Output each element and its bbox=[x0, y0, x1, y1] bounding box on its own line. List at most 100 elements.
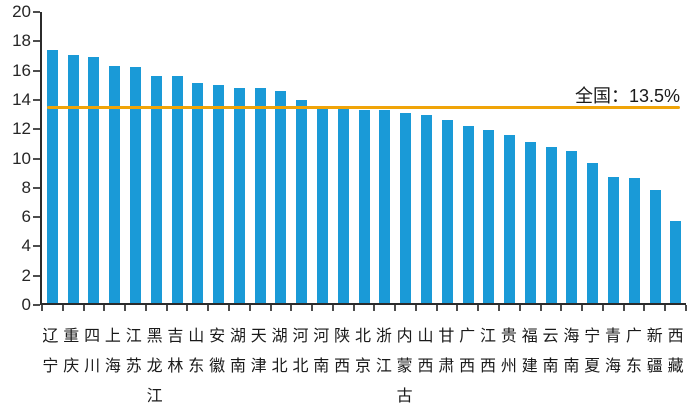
x-axis-tick bbox=[207, 305, 210, 311]
y-axis-tick bbox=[33, 304, 40, 306]
x-axis-label: 云南 bbox=[542, 328, 559, 375]
x-axis-tick bbox=[581, 305, 584, 311]
x-axis-label: 湖北 bbox=[271, 328, 288, 375]
x-axis-label: 陕西 bbox=[334, 328, 351, 375]
x-axis-tick bbox=[331, 305, 334, 311]
x-axis-label: 内蒙古 bbox=[396, 328, 413, 405]
x-axis-tick bbox=[435, 305, 438, 311]
x-axis-tick bbox=[394, 305, 397, 311]
y-axis-tick bbox=[33, 157, 40, 160]
x-axis-tick bbox=[41, 305, 43, 311]
bar-slot bbox=[499, 12, 520, 303]
bar-slot bbox=[416, 12, 437, 303]
x-axis-tick bbox=[124, 305, 127, 311]
x-axis-label: 河北 bbox=[292, 328, 309, 375]
y-axis-label: 6 bbox=[21, 207, 31, 227]
x-axis-label: 四川 bbox=[84, 328, 101, 375]
bar-slot bbox=[291, 12, 312, 303]
bar bbox=[46, 49, 58, 303]
x-axis-tick bbox=[165, 305, 168, 311]
x-axis-tick bbox=[539, 305, 542, 311]
x-axis-label: 吉林 bbox=[167, 328, 184, 375]
x-axis-label: 江苏 bbox=[125, 328, 142, 375]
x-axis-tick bbox=[373, 305, 376, 311]
y-axis-tick bbox=[33, 69, 40, 72]
y-axis-label: 8 bbox=[21, 177, 31, 197]
x-axis-label: 北京 bbox=[354, 328, 371, 375]
x-axis-label: 广西 bbox=[459, 328, 476, 375]
bar bbox=[462, 125, 474, 303]
x-axis-tick bbox=[311, 305, 314, 311]
x-axis-label: 江西 bbox=[480, 328, 497, 375]
bar-slot bbox=[208, 12, 229, 303]
bar-slot bbox=[541, 12, 562, 303]
bar-slot bbox=[624, 12, 645, 303]
bar bbox=[192, 82, 204, 303]
x-axis-label: 上海 bbox=[104, 328, 121, 375]
bar-slot bbox=[125, 12, 146, 303]
x-axis-label: 湖南 bbox=[229, 328, 246, 375]
y-axis-tick bbox=[33, 216, 40, 219]
y-axis-label: 2 bbox=[21, 265, 31, 285]
x-axis-label: 青海 bbox=[605, 328, 622, 375]
bar bbox=[545, 146, 557, 303]
x-axis-labels: 辽宁 重庆 四川 上海 江苏 黑龙江 吉林 山东 安徽 湖南 天津 湖北 河北 河南 陕西 北京 浙江 内蒙古 山西… bbox=[40, 322, 686, 418]
bar-slot bbox=[582, 12, 603, 303]
y-axis-tick bbox=[33, 40, 40, 43]
x-axis-tick bbox=[622, 305, 625, 311]
x-axis-tick bbox=[290, 305, 293, 311]
x-axis-tick bbox=[601, 305, 604, 311]
bar bbox=[483, 130, 495, 303]
bar bbox=[67, 54, 79, 303]
x-axis-label: 海南 bbox=[563, 328, 580, 375]
bar bbox=[358, 109, 370, 303]
y-axis-label: 14 bbox=[12, 89, 31, 109]
bar bbox=[317, 106, 329, 303]
bar bbox=[504, 134, 516, 303]
bar bbox=[379, 109, 391, 303]
x-axis-label: 贵州 bbox=[500, 328, 517, 375]
x-axis-tick bbox=[518, 305, 521, 311]
bar-slot bbox=[478, 12, 499, 303]
bar-slot bbox=[187, 12, 208, 303]
bar bbox=[109, 66, 121, 303]
x-axis-label: 西藏 bbox=[667, 328, 684, 375]
bar-slot bbox=[603, 12, 624, 303]
x-axis-label: 天津 bbox=[250, 328, 267, 375]
x-axis-label: 山东 bbox=[188, 328, 205, 375]
bar-slot bbox=[271, 12, 292, 303]
x-axis-label: 广东 bbox=[625, 328, 642, 375]
x-axis-tick bbox=[643, 305, 646, 311]
y-axis-label: 0 bbox=[21, 295, 31, 314]
bar-slot bbox=[458, 12, 479, 303]
x-axis-tick bbox=[61, 305, 64, 311]
x-axis-label: 浙江 bbox=[375, 328, 392, 375]
bar-slot bbox=[333, 12, 354, 303]
bar-slot bbox=[375, 12, 396, 303]
x-axis-tick bbox=[352, 305, 355, 311]
bar bbox=[400, 113, 412, 303]
x-axis-tick bbox=[82, 305, 85, 311]
x-axis-tick bbox=[227, 305, 230, 311]
bar-slot bbox=[84, 12, 105, 303]
bar-slot bbox=[63, 12, 84, 303]
x-axis-label: 新疆 bbox=[646, 328, 663, 375]
x-axis-label: 山西 bbox=[417, 328, 434, 375]
national-average-line bbox=[47, 105, 680, 109]
x-axis-label: 河南 bbox=[313, 328, 330, 375]
bar-slot bbox=[312, 12, 333, 303]
national-average-label: 全国：13.5% bbox=[574, 85, 680, 106]
y-axis-label: 10 bbox=[12, 148, 31, 168]
x-axis-tick bbox=[248, 305, 251, 311]
x-axis-label: 辽宁 bbox=[42, 328, 59, 375]
x-axis-tick bbox=[269, 305, 272, 311]
bar bbox=[670, 220, 682, 303]
x-axis-tick bbox=[477, 305, 480, 311]
x-axis-label: 福建 bbox=[521, 328, 538, 375]
bar-slot bbox=[395, 12, 416, 303]
x-axis-tick bbox=[144, 305, 147, 311]
bar-slot bbox=[104, 12, 125, 303]
bar-slot bbox=[42, 12, 63, 303]
x-axis-tick bbox=[560, 305, 563, 311]
bars-group bbox=[42, 12, 686, 303]
